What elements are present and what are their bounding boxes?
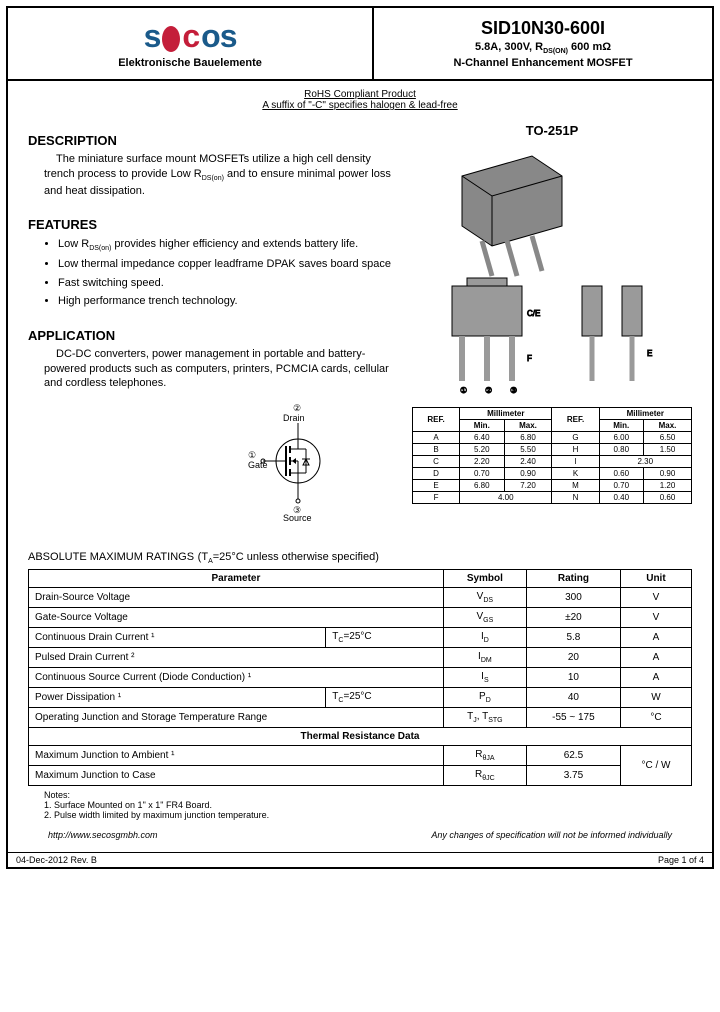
svg-text:①: ① [460,386,467,395]
dim-row: F4.00N0.400.60 [413,492,692,504]
application-title: APPLICATION [28,328,392,343]
note-item: 1. Surface Mounted on 1" x 1" FR4 Board. [44,800,692,810]
ratings-table: Parameter Symbol Rating Unit Drain-Sourc… [28,569,692,786]
thermal-row: Maximum Junction to CaseRθJC3.75 [29,766,692,786]
feature-item: Low thermal impedance copper leadframe D… [58,256,392,273]
rohs-notice: RoHS Compliant Product A suffix of "-C" … [28,89,692,111]
datasheet-page: s c os Elektronische Bauelemente SID10N3… [6,6,714,869]
package-drawing-icon: ① ② ③ C/E F E [412,146,692,396]
dimension-table: REF. Millimeter REF. Millimeter Min. Max… [412,407,692,504]
feature-item: Low RDS(on) provides higher efficiency a… [58,236,392,255]
application-text: DC-DC converters, power management in po… [44,347,392,392]
logo-c: c [182,18,199,55]
svg-text:①: ① [248,450,256,460]
two-column-layout: DESCRIPTION The miniature surface mount … [28,123,692,534]
ratings-hdr-unit: Unit [620,570,691,588]
type-line: N-Channel Enhancement MOSFET [384,57,702,69]
logo-s1: s [144,18,161,55]
footer-page: Page 1 of 4 [658,855,704,865]
ratings-row: Power Dissipation ¹TC=25°CPD40W [29,688,692,708]
dim-hdr-ref2: REF. [552,408,599,432]
right-column: TO-251P [412,123,692,534]
svg-text:②: ② [485,386,492,395]
footer-disclaimer: Any changes of specification will not be… [431,830,672,840]
features-list: Low RDS(on) provides higher efficiency a… [58,236,392,310]
notes-block: Notes: 1. Surface Mounted on 1" x 1" FR4… [44,790,692,820]
footer-date: 04-Dec-2012 Rev. B [16,855,97,865]
dim-sub-max1: Max. [504,420,552,432]
ratings-hdr-param: Parameter [29,570,444,588]
notes-title: Notes: [44,790,692,800]
dim-row: D0.700.90K0.600.90 [413,468,692,480]
package-title: TO-251P [412,123,692,138]
footer-url: http://www.secosgmbh.com [48,830,158,840]
footer-bar: 04-Dec-2012 Rev. B Page 1 of 4 [8,852,712,867]
ratings-title: ABSOLUTE MAXIMUM RATINGS (TA=25°C unless… [28,548,692,565]
description-text: The miniature surface mount MOSFETs util… [44,152,392,198]
dim-sub-min1: Min. [460,420,504,432]
feature-item: High performance trench technology. [58,293,392,310]
logo-oval-icon [162,26,180,52]
dim-sub-min2: Min. [599,420,643,432]
dim-sub-max2: Max. [644,420,692,432]
spec-line: 5.8A, 300V, RDS(ON) 600 mΩ [384,41,702,55]
svg-text:②: ② [293,403,301,413]
dim-row: E6.807.20M0.701.20 [413,480,692,492]
svg-text:E: E [647,349,652,358]
ratings-condition: (TA=25°C unless otherwise specified) [198,551,379,563]
description-title: DESCRIPTION [28,133,392,148]
dim-row: A6.406.80G6.006.50 [413,432,692,444]
dim-row: B5.205.50H0.801.50 [413,444,692,456]
gate-label: Gate [248,460,268,470]
left-column: DESCRIPTION The miniature surface mount … [28,123,392,534]
header-part-cell: SID10N30-600I 5.8A, 300V, RDS(ON) 600 mΩ… [374,8,712,79]
ratings-hdr-rating: Rating [526,570,620,588]
dim-row: C2.202.40I2.30 [413,456,692,468]
svg-text:③: ③ [510,386,517,395]
drain-label: Drain [283,413,305,423]
ratings-row: Continuous Drain Current ¹TC=25°CID5.8A [29,628,692,648]
dim-hdr-mm1: Millimeter [460,408,552,420]
thermal-header: Thermal Resistance Data [29,728,692,746]
footer-info: http://www.secosgmbh.com Any changes of … [28,826,692,842]
svg-text:C/E: C/E [527,309,540,318]
brand-logo: s c os [18,18,362,55]
header-logo-cell: s c os Elektronische Bauelemente [8,8,374,79]
ratings-row: Gate-Source VoltageVGS±20V [29,608,692,628]
svg-text:F: F [527,354,532,363]
thermal-row: Maximum Junction to Ambient ¹RθJA62.5°C … [29,746,692,766]
ratings-row: Drain-Source VoltageVDS300V [29,588,692,608]
dim-hdr-ref: REF. [413,408,460,432]
ratings-hdr-symbol: Symbol [443,570,526,588]
mosfet-schematic-icon: ② Drain [248,401,348,521]
part-number: SID10N30-600I [384,18,702,39]
feature-item: Fast switching speed. [58,275,392,292]
header: s c os Elektronische Bauelemente SID10N3… [8,8,712,81]
ratings-row: Operating Junction and Storage Temperatu… [29,708,692,728]
content-area: RoHS Compliant Product A suffix of "-C" … [8,81,712,850]
ratings-row: Pulsed Drain Current ²IDM20A [29,648,692,668]
rohs-line1: RoHS Compliant Product [304,89,416,100]
source-label: Source [283,513,312,521]
logo-os: os [201,18,236,55]
dim-hdr-mm2: Millimeter [599,408,691,420]
note-item: 2. Pulse width limited by maximum juncti… [44,810,692,820]
brand-subtitle: Elektronische Bauelemente [18,57,362,69]
features-title: FEATURES [28,217,392,232]
ratings-row: Continuous Source Current (Diode Conduct… [29,668,692,688]
rohs-line2: A suffix of "-C" specifies halogen & lea… [262,100,457,111]
